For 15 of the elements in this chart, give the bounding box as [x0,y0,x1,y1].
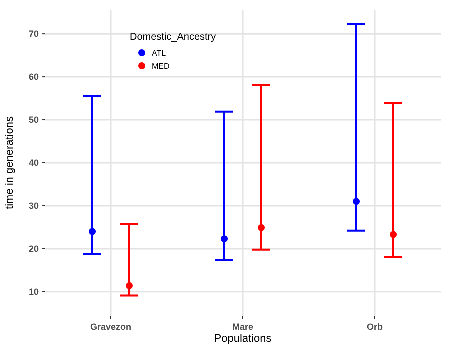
y-tick-label: 10 [28,287,39,298]
legend-label: MED [152,62,170,71]
y-tick-label: 30 [28,201,39,212]
x-tick-label: Mare [232,322,254,332]
y-tick-label: 40 [28,158,39,168]
y-tick-label: 20 [28,244,39,254]
y-tick-label: 60 [28,72,39,82]
legend-title: Domestic_Ancestry [130,32,216,43]
y-axis-title: time in generations [4,116,16,210]
x-tick-label: Orb [366,322,384,332]
x-tick-label: Gravezon [90,322,132,332]
y-tick-label: 70 [28,29,39,40]
legend-label: ATL [152,48,167,58]
y-tick-label: 50 [28,115,39,126]
x-axis-title: Populations [214,333,272,345]
